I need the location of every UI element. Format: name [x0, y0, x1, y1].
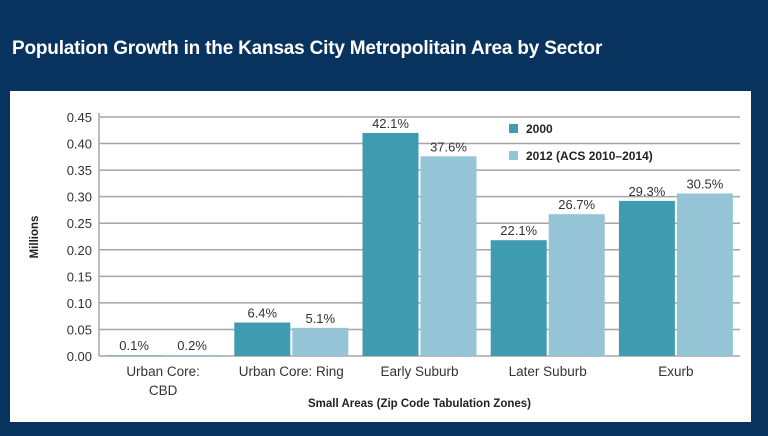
y-tick-label: 0.20: [67, 243, 92, 258]
data-label: 0.2%: [177, 338, 207, 353]
data-label: 26.7%: [558, 197, 595, 212]
data-label: 6.4%: [247, 306, 277, 321]
data-label: 29.3%: [628, 184, 665, 199]
data-label: 22.1%: [500, 223, 537, 238]
x-tick-label: Early Suburb: [380, 364, 458, 379]
y-tick-label: 0.05: [67, 322, 92, 337]
bar-2000-0: [106, 355, 163, 356]
y-axis-label: Millions: [29, 216, 41, 259]
y-tick-label: 0.45: [67, 110, 92, 125]
bar-2012-4: [676, 193, 733, 356]
x-tick-label: Exurb: [658, 364, 693, 379]
x-tick-label: Later Suburb: [509, 364, 587, 379]
y-tick-label: 0.30: [67, 190, 92, 205]
data-label: 37.6%: [430, 139, 467, 154]
y-tick-label: 0.25: [67, 216, 92, 231]
bar-2000-2: [362, 132, 419, 356]
y-tick-label: 0.15: [67, 269, 92, 284]
bar-2012-3: [548, 214, 605, 356]
x-tick-label: CBD: [149, 383, 178, 398]
y-tick-label: 0.00: [67, 349, 92, 364]
bar-2000-1: [234, 322, 291, 356]
y-tick-label: 0.40: [67, 137, 92, 152]
data-label: 0.1%: [119, 338, 149, 353]
legend-label: 2000: [526, 122, 553, 136]
y-tick-label: 0.35: [67, 163, 92, 178]
data-label: 5.1%: [305, 311, 335, 326]
bar-2012-1: [292, 327, 349, 356]
bar-2000-4: [618, 200, 675, 356]
bar-2012-2: [420, 156, 477, 356]
y-tick-label: 0.10: [67, 296, 92, 311]
bar-2012-0: [164, 354, 221, 356]
legend-swatch: [509, 124, 518, 133]
data-label: 30.5%: [686, 176, 723, 191]
data-label: 42.1%: [372, 116, 409, 131]
bar-2000-3: [490, 240, 547, 356]
chart-title: Population Growth in the Kansas City Met…: [12, 38, 603, 59]
x-tick-label: Urban Core: Ring: [239, 364, 344, 379]
x-tick-label: Urban Core:: [126, 364, 200, 379]
legend-swatch: [509, 151, 518, 160]
x-axis-label: Small Areas (Zip Code Tabulation Zones): [308, 398, 531, 410]
legend-label: 2012 (ACS 2010–2014): [526, 149, 653, 163]
